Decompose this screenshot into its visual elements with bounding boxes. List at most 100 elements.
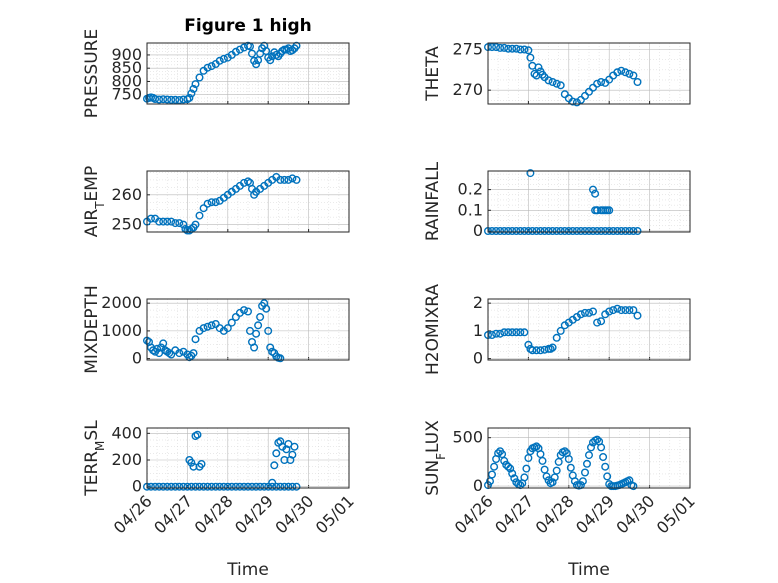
data-point xyxy=(270,461,279,470)
data-point xyxy=(585,87,594,96)
series-sun_flux xyxy=(484,435,638,491)
data-point xyxy=(633,226,642,235)
data-point xyxy=(167,350,176,359)
data-point xyxy=(508,44,517,53)
data-point xyxy=(492,329,501,338)
data-point xyxy=(195,211,204,220)
data-point xyxy=(215,56,224,65)
data-point xyxy=(520,226,529,235)
data-point xyxy=(284,482,293,491)
subplot-h2omixra: 0 1 2 H2OMIXRA xyxy=(423,284,691,375)
data-point xyxy=(223,324,232,333)
data-point xyxy=(159,482,168,491)
data-point xyxy=(552,466,561,475)
data-point xyxy=(191,220,200,229)
data-point xyxy=(256,313,265,322)
data-point xyxy=(560,447,569,456)
data-point xyxy=(187,482,196,491)
data-point xyxy=(163,217,172,226)
data-point xyxy=(179,220,188,229)
data-point xyxy=(609,306,618,315)
data-point xyxy=(536,346,545,355)
y-tick-label: 275 xyxy=(452,40,483,59)
data-point xyxy=(175,349,184,358)
data-point xyxy=(597,443,606,452)
x-tick-label: 04/28 xyxy=(532,491,578,537)
data-point xyxy=(488,226,497,235)
data-point xyxy=(581,226,590,235)
y-tick-label: 0 xyxy=(473,349,483,368)
data-point xyxy=(207,198,216,207)
data-point xyxy=(187,89,196,98)
y-axis-label: RAINFALL xyxy=(423,161,443,241)
data-point xyxy=(617,226,626,235)
y-axis-label: MIXDEPTH xyxy=(82,285,102,374)
data-point xyxy=(500,328,509,337)
data-point xyxy=(520,328,529,337)
data-point xyxy=(199,204,208,213)
x-tick-label: 04/29 xyxy=(572,491,618,537)
data-point xyxy=(151,482,160,491)
data-point xyxy=(500,43,509,52)
y-label-part: SUN xyxy=(423,460,443,496)
data-point xyxy=(266,343,275,352)
data-point xyxy=(252,329,261,338)
data-point xyxy=(252,60,261,69)
data-point xyxy=(247,49,256,58)
data-point xyxy=(171,95,180,104)
data-point xyxy=(548,343,557,352)
data-point xyxy=(581,91,590,100)
data-point xyxy=(550,473,559,482)
data-point xyxy=(163,482,172,491)
data-point xyxy=(171,482,180,491)
data-point xyxy=(516,328,525,337)
data-point xyxy=(183,482,192,491)
y-label-part: LUX xyxy=(423,420,443,453)
data-point xyxy=(625,226,634,235)
data-point xyxy=(524,340,533,349)
data-point xyxy=(272,449,281,458)
x-tick-label: 04/28 xyxy=(191,491,237,537)
data-point xyxy=(589,185,598,194)
data-point xyxy=(189,349,198,358)
data-point xyxy=(534,63,543,72)
data-point xyxy=(556,81,565,90)
data-point xyxy=(191,335,200,344)
data-point xyxy=(520,473,529,482)
data-point xyxy=(203,322,212,331)
data-point xyxy=(540,465,549,474)
data-point xyxy=(552,226,561,235)
y-tick-label: 750 xyxy=(111,85,142,104)
data-point xyxy=(605,206,614,215)
series-h2omixra xyxy=(484,304,642,355)
data-point xyxy=(146,482,155,491)
data-point xyxy=(554,457,563,466)
data-point xyxy=(629,226,638,235)
axes-frame xyxy=(146,298,350,361)
data-point xyxy=(581,468,590,477)
y-tick-label: 2000 xyxy=(101,293,142,312)
y-label-subscript: F xyxy=(434,453,448,460)
data-point xyxy=(617,306,626,315)
series-mixdepth xyxy=(142,299,285,363)
data-point xyxy=(288,174,297,183)
data-point xyxy=(494,449,503,458)
data-point xyxy=(512,226,521,235)
data-point xyxy=(512,328,521,337)
data-point xyxy=(536,226,545,235)
data-point xyxy=(235,482,244,491)
data-point xyxy=(629,306,638,315)
data-point xyxy=(585,451,594,460)
data-point xyxy=(512,44,521,53)
data-point xyxy=(193,430,202,439)
data-point xyxy=(548,77,557,86)
data-point xyxy=(538,456,547,465)
series-rainfall xyxy=(484,169,642,235)
axes-frame xyxy=(146,170,350,233)
data-point xyxy=(597,226,606,235)
data-point xyxy=(195,482,204,491)
